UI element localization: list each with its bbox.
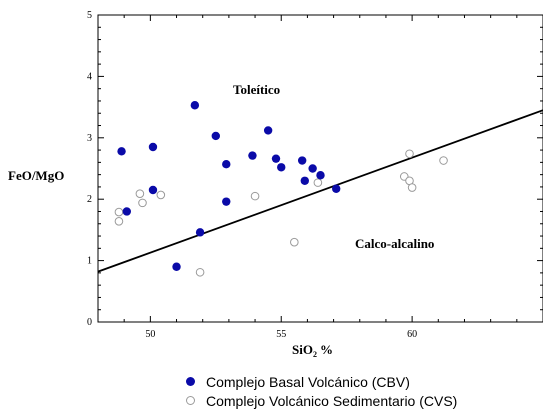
cbv-data-point	[195, 228, 205, 237]
cvs-data-point	[156, 190, 166, 200]
cvs-data-point	[135, 189, 145, 198]
legend-label-cbv: Complejo Basal Volcánico (CBV)	[206, 373, 410, 390]
y-tick-label: 2	[87, 194, 92, 205]
cbv-data-point	[222, 160, 231, 169]
cbv-data-point	[211, 131, 220, 141]
cvs-data-point	[250, 191, 260, 201]
y-tick-label: 4	[87, 71, 92, 82]
legend-item-cbv: Complejo Basal Volcánico (CBV)	[186, 372, 457, 391]
cbv-data-point	[300, 176, 309, 185]
cbv-data-point	[277, 163, 286, 172]
x-tick-label: 60	[407, 329, 417, 340]
x-axis-title: SiO2%	[292, 342, 333, 359]
y-axis-title: FeO/MgO	[8, 168, 64, 183]
x-tick-label: 55	[276, 329, 286, 340]
cbv-data-point	[332, 184, 341, 193]
tholeiitic-calc-alkaline-divider-line	[97, 109, 543, 273]
cvs-data-point	[407, 183, 417, 192]
cvs-data-point	[290, 237, 299, 247]
y-tick-label: 3	[87, 133, 92, 144]
cvs-data-point	[195, 267, 205, 277]
cbv-data-point	[248, 151, 257, 160]
y-tick-label: 1	[87, 256, 92, 267]
cbv-data-point	[122, 207, 131, 216]
x-axis-title-unit: %	[320, 342, 333, 357]
annotation-calco-alcalino: Calco-alcalino	[355, 236, 434, 251]
x-axis-title-subscript: 2	[313, 350, 317, 359]
cbv-data-point	[271, 154, 281, 163]
cvs-data-point	[138, 198, 147, 208]
cvs-data-point	[114, 207, 124, 217]
cbv-data-point	[308, 164, 317, 173]
cbv-data-point	[172, 262, 181, 271]
cbv-data-point	[117, 147, 126, 156]
cvs-data-point	[439, 156, 448, 165]
cbv-data-point	[316, 171, 325, 180]
annotation-toleitico: Toleítico	[233, 82, 280, 97]
cvs-data-point	[405, 149, 414, 159]
cbv-data-point	[148, 185, 158, 195]
open-circle-marker-icon	[186, 396, 195, 405]
cbv-data-point	[297, 156, 307, 165]
cvs-data-point	[114, 217, 124, 226]
filled-circle-marker-icon	[186, 377, 195, 386]
x-axis-title-main: SiO	[292, 342, 313, 357]
x-tick-label: 50	[145, 329, 155, 340]
cvs-data-point	[313, 178, 323, 187]
legend-label-cvs: Complejo Volcánico Sedimentario (CVS)	[206, 392, 458, 409]
legend-item-cvs: Complejo Volcánico Sedimentario (CVS)	[186, 391, 457, 410]
cbv-data-point	[263, 126, 273, 135]
plot-frame	[97, 14, 543, 323]
cbv-data-point	[148, 142, 158, 152]
cbv-data-point	[222, 197, 231, 206]
series-cvs	[114, 149, 448, 277]
y-tick-label: 0	[87, 317, 92, 328]
y-tick-label: 5	[87, 10, 92, 21]
cbv-data-point	[190, 101, 200, 110]
series-cbv	[117, 101, 341, 271]
legend: Complejo Basal Volcánico (CBV) Complejo …	[186, 372, 457, 410]
